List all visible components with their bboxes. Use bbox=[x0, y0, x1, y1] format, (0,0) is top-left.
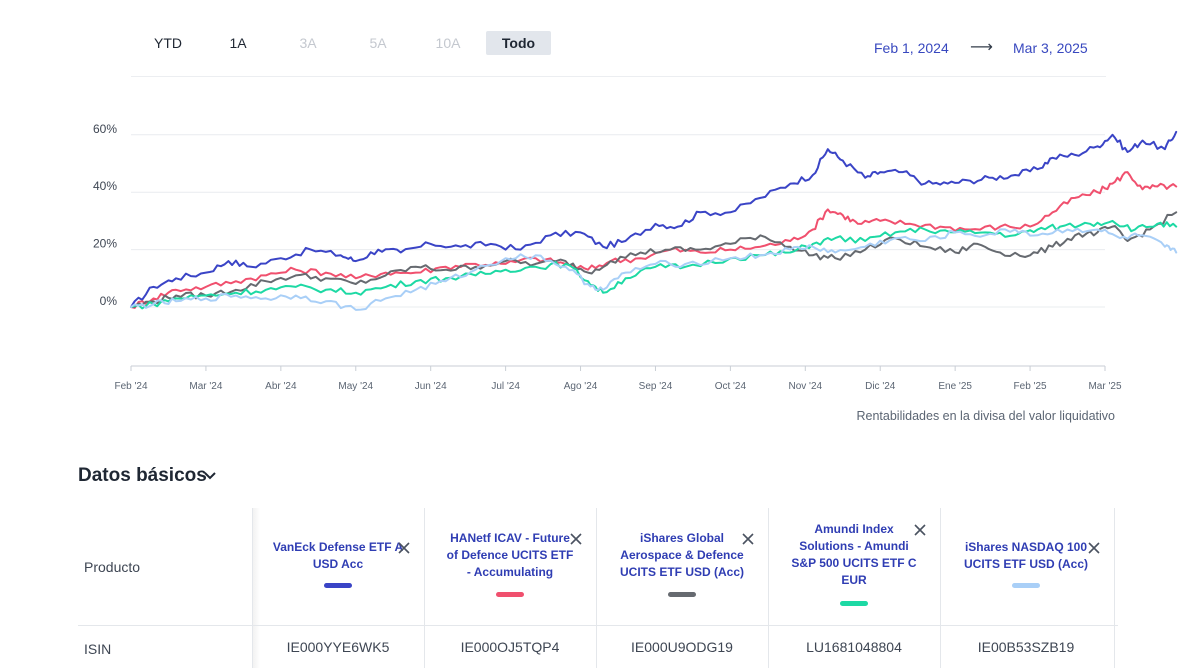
chart-axes: 0% 20% 40% 60% Feb '24 Mar '24 Abr '24 May '24 J… bbox=[93, 122, 1122, 392]
product-column-hanetf: HANetf ICAV - Future of Defence UCITS ET… bbox=[424, 508, 596, 625]
product-column-ishares-nasdaq: iShares NASDAQ 100 UCITS ETF USD (Acc) bbox=[940, 508, 1112, 625]
range-1y-button[interactable]: 1A bbox=[229, 35, 247, 51]
x-tick-label: Abr '24 bbox=[265, 381, 297, 392]
series-line bbox=[130, 227, 1178, 311]
column-divider bbox=[596, 508, 597, 668]
range-all-button[interactable]: Todo bbox=[486, 31, 551, 55]
series-color-swatch bbox=[840, 601, 868, 606]
end-date-input[interactable]: Mar 3, 2025 bbox=[1013, 40, 1088, 56]
y-tick-label: 20% bbox=[93, 237, 117, 251]
series-line bbox=[130, 130, 1178, 308]
close-icon[interactable] bbox=[570, 533, 582, 545]
product-column-ishares-aerospace: iShares Global Aerospace & Defence UCITS… bbox=[596, 508, 768, 625]
series-line bbox=[130, 219, 1178, 310]
chevron-down-icon[interactable] bbox=[203, 470, 217, 482]
isin-value: IE000U9ODG19 bbox=[631, 639, 733, 655]
series-color-swatch bbox=[324, 583, 352, 588]
y-tick-label: 40% bbox=[93, 179, 117, 193]
performance-chart[interactable]: 0% 20% 40% 60% Feb '24 Mar '24 Abr '24 May '24 J… bbox=[0, 80, 1200, 395]
series-color-swatch bbox=[668, 592, 696, 597]
x-tick-label: Oct '24 bbox=[715, 381, 747, 392]
x-tick-label: Nov '24 bbox=[789, 381, 823, 392]
series-line bbox=[130, 171, 1178, 309]
product-row-label: Producto bbox=[84, 559, 141, 575]
column-divider bbox=[252, 508, 253, 668]
series-color-swatch bbox=[1012, 583, 1040, 588]
range-10y-button: 10A bbox=[435, 35, 461, 51]
series-color-swatch bbox=[496, 592, 524, 597]
isin-value: IE000YYE6WK5 bbox=[286, 639, 390, 655]
x-tick-label: Jun '24 bbox=[415, 381, 447, 392]
chart-footnote: Rentabilidades en la divisa del valor li… bbox=[856, 409, 1116, 423]
x-tick-label: Jul '24 bbox=[491, 381, 520, 392]
product-name[interactable]: iShares NASDAQ 100 UCITS ETF USD (Acc) bbox=[963, 540, 1088, 571]
product-name[interactable]: Amundi Index Solutions - Amundi S&P 500 … bbox=[791, 522, 917, 587]
section-title[interactable]: Datos básicos bbox=[78, 465, 207, 486]
isin-value: LU1681048804 bbox=[806, 639, 902, 655]
isin-value: IE00B53SZB19 bbox=[977, 639, 1075, 655]
close-icon[interactable] bbox=[398, 542, 410, 554]
x-tick-label: Sep '24 bbox=[639, 381, 673, 392]
column-shadow bbox=[252, 508, 260, 668]
x-tick-label: Ene '25 bbox=[938, 381, 972, 392]
x-tick-label: Feb '25 bbox=[1014, 381, 1047, 392]
isin-row-label: ISIN bbox=[84, 641, 112, 657]
chart-series bbox=[130, 130, 1178, 311]
x-tick-label: Feb '24 bbox=[114, 381, 147, 392]
x-tick-label: Mar '24 bbox=[189, 381, 222, 392]
close-icon[interactable] bbox=[914, 524, 926, 536]
column-divider bbox=[1114, 508, 1115, 668]
start-date-input[interactable]: Feb 1, 2024 bbox=[874, 40, 949, 56]
x-tick-label: May '24 bbox=[338, 381, 373, 392]
range-3y-button: 3A bbox=[299, 35, 317, 51]
row-divider bbox=[78, 625, 1118, 626]
series-line bbox=[130, 211, 1178, 308]
y-tick-label: 60% bbox=[93, 122, 117, 136]
arrow-right-icon: ⟶ bbox=[970, 39, 993, 56]
range-ytd-button[interactable]: YTD bbox=[154, 35, 182, 51]
product-name[interactable]: VanEck Defense ETF A USD Acc bbox=[272, 540, 404, 571]
product-name[interactable]: iShares Global Aerospace & Defence UCITS… bbox=[619, 531, 744, 579]
product-column-amundi: Amundi Index Solutions - Amundi S&P 500 … bbox=[768, 508, 940, 625]
comparison-table: Producto ISIN VanEck Defense ETF A USD A… bbox=[78, 508, 1118, 668]
x-tick-label: Mar '25 bbox=[1088, 381, 1121, 392]
close-icon[interactable] bbox=[742, 533, 754, 545]
product-column-vaneck: VanEck Defense ETF A USD Acc bbox=[252, 508, 424, 625]
y-tick-label: 0% bbox=[100, 294, 118, 308]
range-5y-button: 5A bbox=[369, 35, 387, 51]
product-name[interactable]: HANetf ICAV - Future of Defence UCITS ET… bbox=[446, 531, 574, 579]
isin-value: IE000OJ5TQP4 bbox=[460, 639, 560, 655]
close-icon[interactable] bbox=[1088, 542, 1100, 554]
chart-top-rule bbox=[131, 76, 1106, 77]
x-tick-label: Dic '24 bbox=[865, 381, 896, 392]
column-divider bbox=[940, 508, 941, 668]
column-divider bbox=[424, 508, 425, 668]
x-tick-label: Ago '24 bbox=[564, 381, 598, 392]
column-divider bbox=[768, 508, 769, 668]
